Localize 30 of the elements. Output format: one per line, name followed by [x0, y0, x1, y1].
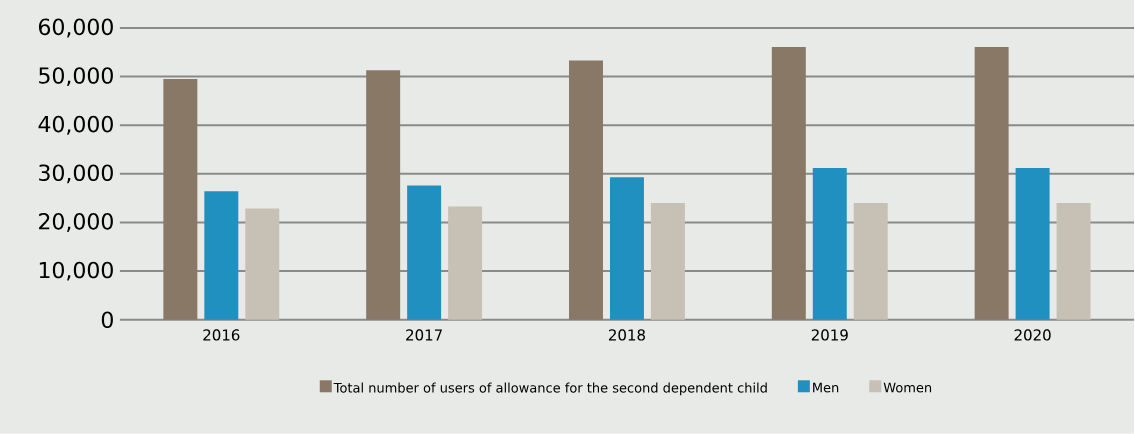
bar — [407, 185, 442, 320]
legend-label: Men — [813, 382, 839, 393]
y-tick-label: 10,000 — [39, 261, 113, 281]
bar — [974, 47, 1009, 320]
bar — [1015, 168, 1050, 320]
x-tick-label: 2018 — [608, 329, 645, 341]
bar — [812, 168, 847, 320]
y-tick-label: 60,000 — [39, 18, 113, 38]
legend-label: Women — [883, 382, 932, 393]
x-tick-label: 2017 — [406, 329, 442, 341]
legend-label: Total number of users of allowance for the second dependent child — [333, 382, 767, 396]
bar — [204, 191, 239, 320]
bar — [569, 60, 603, 320]
y-tick-label: 0 — [101, 311, 113, 329]
bar — [853, 203, 888, 320]
y-tick-label: 30,000 — [39, 164, 113, 184]
bar — [448, 206, 483, 320]
x-tick-label: 2019 — [811, 329, 848, 341]
bar — [366, 70, 401, 320]
bar — [163, 79, 198, 320]
bar — [771, 47, 806, 320]
x-tick-label: 2020 — [1014, 329, 1051, 341]
y-tick-label: 40,000 — [38, 115, 113, 135]
y-tick-label: 50,000 — [39, 67, 113, 87]
bar — [609, 177, 644, 320]
bar — [650, 203, 685, 320]
y-tick-label: 20,000 — [39, 213, 113, 233]
bar — [1056, 203, 1091, 320]
bar — [245, 208, 280, 320]
x-tick-label: 2016 — [203, 329, 240, 341]
